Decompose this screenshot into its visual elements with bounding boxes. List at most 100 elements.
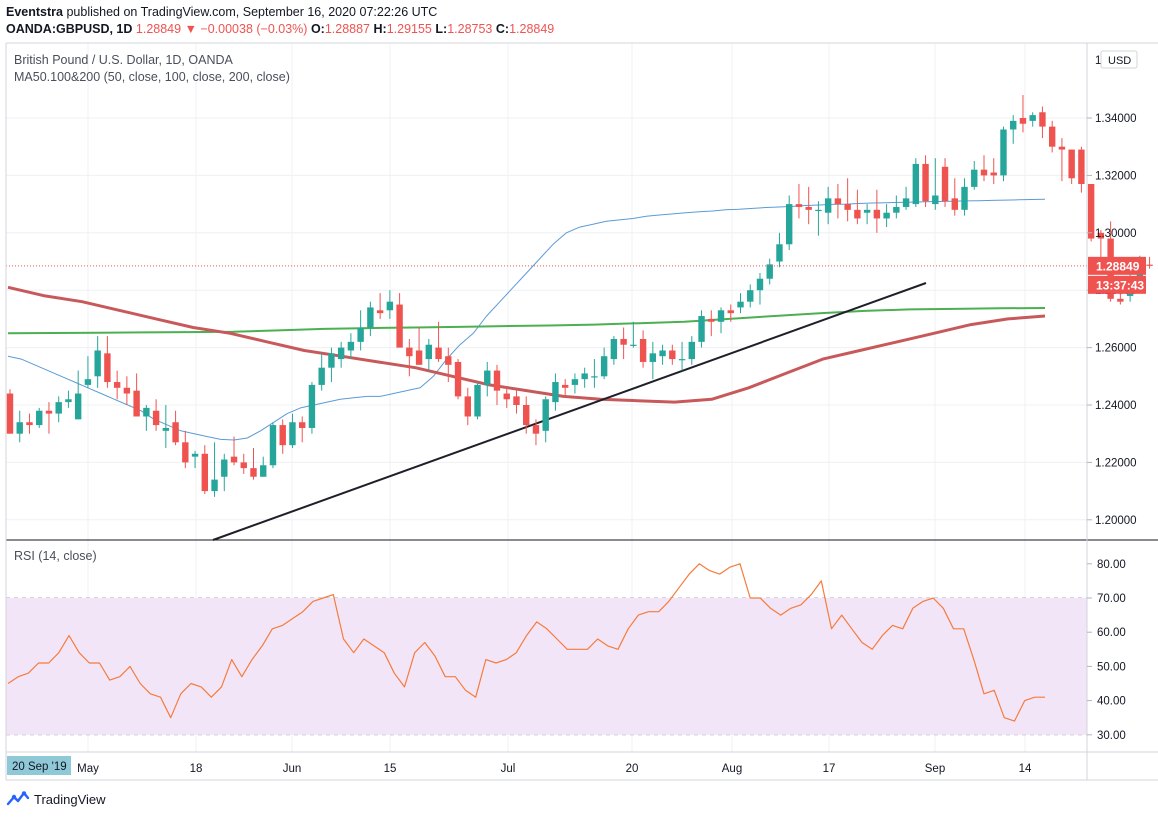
- footer-brand[interactable]: TradingView: [6, 790, 106, 808]
- candle-body: [328, 353, 335, 368]
- candle-body: [756, 278, 764, 291]
- candle: [308, 382, 316, 434]
- candle: [688, 336, 695, 365]
- candle-body: [980, 169, 988, 176]
- candle: [863, 204, 871, 225]
- candle-body: [532, 425, 540, 434]
- candle-body: [708, 318, 715, 322]
- candle: [600, 347, 608, 380]
- candle: [961, 178, 968, 216]
- candle-body: [367, 307, 374, 328]
- candle: [1058, 138, 1066, 182]
- candle: [639, 330, 647, 368]
- candle-body: [240, 462, 247, 469]
- publisher-name[interactable]: Eventstra: [6, 5, 63, 19]
- candle-body: [971, 169, 978, 187]
- candle-body: [396, 304, 403, 348]
- candle: [230, 436, 238, 466]
- candle: [766, 258, 773, 285]
- candle: [425, 338, 433, 371]
- symbol-label: OANDA:GBPUSD, 1D: [6, 22, 133, 36]
- candle: [415, 327, 423, 365]
- price-tick-label: 1.34000: [1095, 113, 1137, 125]
- candle-body: [834, 198, 842, 205]
- price-tick-label: 1.20000: [1095, 515, 1137, 527]
- candle: [747, 284, 754, 308]
- candle: [873, 189, 881, 233]
- currency-button[interactable]: USD: [1100, 50, 1138, 69]
- candle: [951, 178, 958, 216]
- candle-body: [347, 341, 355, 351]
- candle: [45, 402, 53, 434]
- time-tick-label: May: [77, 763, 99, 775]
- candle-body: [552, 382, 559, 403]
- rsi-axis[interactable]: 30.00 40.00 50.00 60.00 70.00 80.00: [1087, 559, 1126, 742]
- candle: [610, 336, 618, 365]
- candle-body: [1048, 126, 1056, 147]
- price-axis[interactable]: 1.200001.220001.240001.260001.280001.300…: [1087, 55, 1137, 527]
- candle: [328, 347, 335, 383]
- candle: [474, 382, 481, 420]
- candle: [932, 158, 939, 210]
- rsi-tick-label: 50.00: [1097, 661, 1126, 673]
- candle: [532, 419, 540, 446]
- candle-body: [386, 301, 394, 311]
- candle: [941, 158, 949, 207]
- candle: [16, 410, 23, 443]
- candle-body: [454, 361, 462, 397]
- candle-body: [912, 163, 920, 205]
- candle: [1010, 115, 1017, 144]
- candle-body: [425, 344, 433, 360]
- candle-body: [669, 350, 676, 360]
- candle-body: [55, 402, 62, 414]
- candle-body: [688, 341, 695, 360]
- price-tick-label: 1.24000: [1095, 400, 1137, 412]
- candle-body: [805, 206, 812, 210]
- currency-text: USD: [1108, 55, 1131, 67]
- rsi-tick-label: 30.00: [1097, 730, 1126, 742]
- candle-body: [542, 399, 549, 431]
- candle-body: [1000, 129, 1007, 176]
- time-tick-label: 17: [823, 763, 836, 775]
- candle: [561, 379, 569, 397]
- candle: [386, 290, 394, 319]
- ma50-line: [7, 198, 1046, 441]
- candle: [737, 293, 744, 314]
- candle: [435, 321, 442, 362]
- candle-body: [620, 338, 627, 345]
- footer-brand-text: TradingView: [34, 791, 106, 807]
- open-label: O:: [310, 22, 325, 36]
- candle: [211, 442, 218, 497]
- time-tick-label: Jun: [283, 763, 302, 775]
- candle-body: [961, 186, 968, 210]
- candle: [1039, 106, 1046, 139]
- candle: [464, 387, 471, 426]
- time-axis[interactable]: May 18 Jun 15 Jul 20 Aug 17 Sep 14: [77, 763, 1032, 775]
- candles: [6, 95, 1153, 497]
- candle-body: [561, 384, 569, 388]
- trendline[interactable]: [212, 282, 927, 541]
- candle: [795, 184, 803, 219]
- first-date-label: 20 Sep '19: [7, 756, 71, 775]
- candle: [250, 448, 257, 480]
- candle: [659, 344, 666, 365]
- candle-body: [221, 459, 228, 477]
- candle-body: [883, 212, 890, 219]
- candle: [133, 373, 140, 417]
- high-label: H:: [373, 22, 387, 36]
- candle-body: [406, 347, 413, 357]
- candle: [669, 344, 676, 365]
- candle-body: [415, 350, 423, 365]
- candle-body: [863, 209, 871, 213]
- candle-body: [951, 198, 958, 210]
- candle: [727, 304, 734, 322]
- published-text: published on TradingView.com, September …: [66, 5, 438, 19]
- candle: [396, 293, 403, 348]
- candle-body: [445, 356, 452, 365]
- candle: [260, 456, 267, 477]
- candle-body: [376, 310, 384, 314]
- candle-body: [932, 195, 939, 205]
- candle: [503, 387, 510, 408]
- candle: [376, 293, 384, 319]
